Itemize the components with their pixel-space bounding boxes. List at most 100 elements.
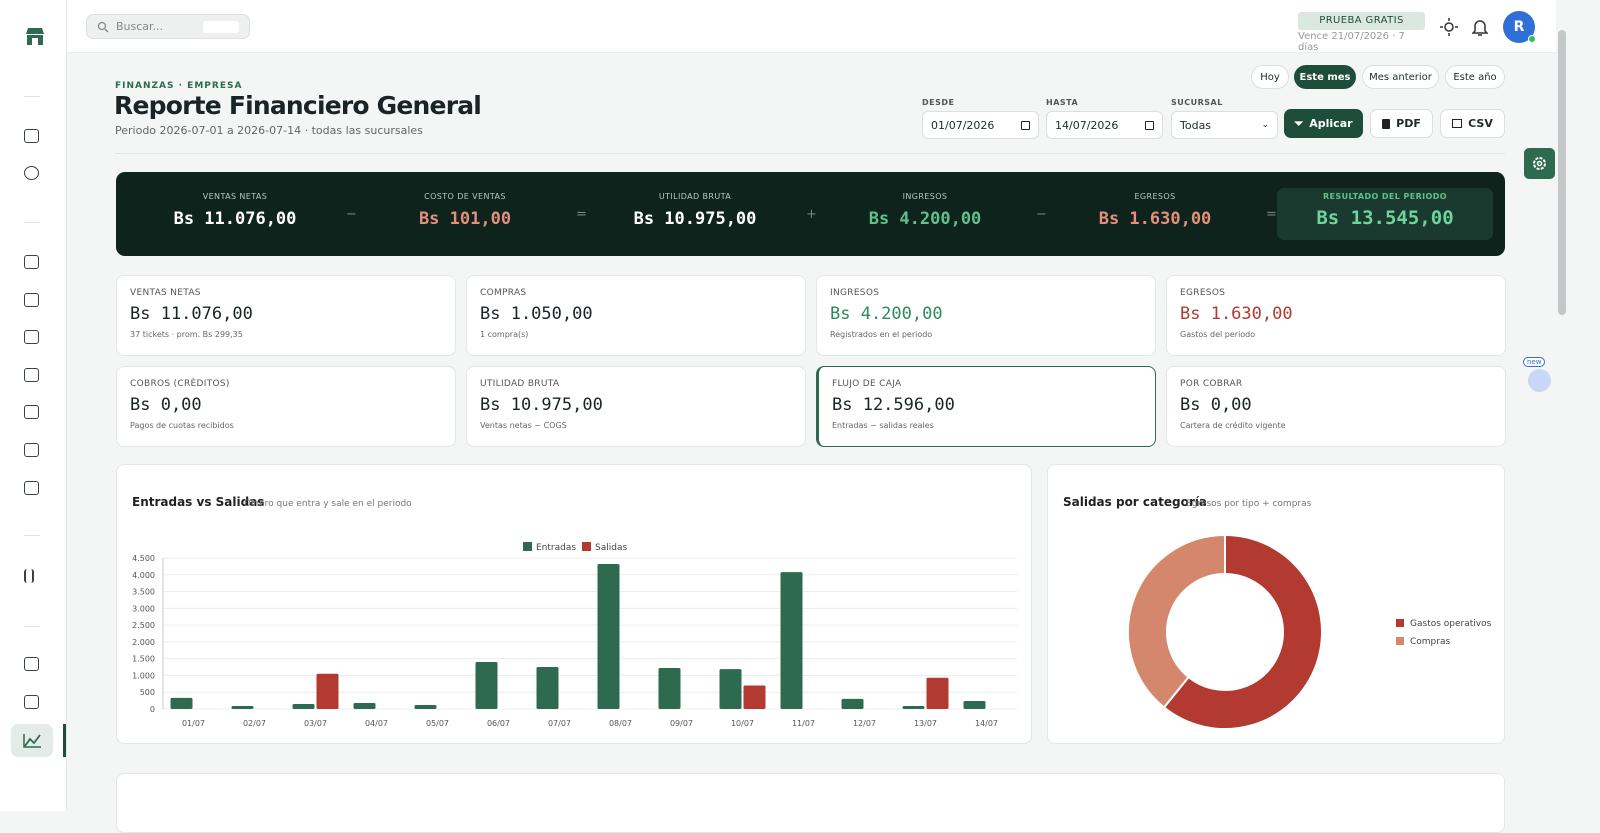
to-input[interactable]: 14/07/2026 [1046,111,1163,139]
kpi-note: 37 tickets · prom. Bs 299,35 [130,330,243,339]
summary-value: Bs 101,00 [418,209,512,229]
kpi-card: FLUJO DE CAJA Bs 12.596,00 Entradas − sali… [816,366,1156,447]
kpi-value: Bs 1.630,00 [1180,304,1293,324]
branch-label: SUCURSAL [1171,98,1223,107]
kpi-label: FLUJO DE CAJA [832,379,902,389]
bar [743,685,766,709]
y-tick-label: 4.000 [132,571,155,580]
legend-label: Salidas [595,543,627,553]
kpi-value: Bs 10.975,00 [480,395,603,415]
summary-value: Bs 11.076,00 [173,209,297,229]
branch-select[interactable]: Todas ⌄ [1171,111,1278,139]
bar-card: Entradas vs Salidas Dinero que entra y sa… [116,464,1032,744]
period-tab[interactable]: Mes anterior [1362,65,1439,89]
logo [26,28,44,45]
nav-icon[interactable] [24,657,39,671]
chart-title: Entradas vs Salidas [132,495,264,509]
bar [841,698,864,709]
nav-icon[interactable] [24,569,34,583]
nav-icon[interactable] [24,129,39,143]
from-label: DESDE [922,98,955,107]
summary-operator: = [576,207,587,222]
summary-label: EGRESOS [1134,192,1176,201]
nav-icon[interactable] [24,481,39,495]
summary-item: INGRESOS Bs 4.200,00 [810,172,1040,256]
csv-label: CSV [1468,117,1493,130]
bar [316,673,339,709]
legend-swatch [1396,619,1404,627]
nav-indicator [63,724,66,757]
page-title: Reporte Financiero General [114,91,482,120]
kpi-note: Gastos del periodo [1180,330,1256,339]
theme-toggle[interactable] [1440,18,1458,36]
legend-swatch [1396,637,1404,645]
summary-operator: − [1036,207,1047,222]
summary-label: COSTO DE VENTAS [424,192,506,201]
y-tick-label: 500 [140,688,155,697]
bar [353,702,376,709]
nav-icon[interactable] [24,443,39,457]
bar [963,700,986,709]
y-tick-label: 1.000 [132,671,155,680]
chart-subtitle: Dinero que entra y sale en el periodo [244,499,412,509]
x-tick-label: 02/07 [243,719,266,728]
trial-badge: PRUEBA GRATIS [1298,12,1425,30]
trial-expiry: Vence 21/07/2026 · 7 días [1298,31,1405,53]
summary-label: UTILIDAD BRUTA [658,192,732,201]
summary-label: RESULTADO DEL PERIODO [1322,192,1447,201]
summary-item: RESULTADO DEL PERIODO Bs 13.545,00 [1277,188,1493,240]
sidebar [0,0,67,811]
kpi-value: Bs 0,00 [130,395,202,415]
period-tab[interactable]: Este mes [1294,65,1356,89]
nav-icon[interactable] [24,368,39,382]
nav-icon[interactable] [24,255,39,269]
from-input[interactable]: 01/07/2026 [922,111,1039,139]
scrollbar[interactable] [1558,30,1566,315]
kpi-label: VENTAS NETAS [130,288,201,298]
legend-swatch [582,542,591,551]
topbar: Buscar... PRUEBA GRATIS Vence 21/07/2026… [67,0,1556,53]
x-tick-label: 06/07 [487,719,510,728]
summary-item: EGRESOS Bs 1.630,00 [1040,172,1270,256]
nav-icon[interactable] [24,330,39,344]
nav-icon[interactable] [24,695,39,709]
search[interactable]: Buscar... [86,14,250,39]
to-value: 14/07/2026 [1055,118,1119,132]
csv-button[interactable]: CSV [1440,109,1505,138]
pdf-button[interactable]: PDF [1370,109,1433,138]
bar [536,667,559,709]
x-tick-label: 01/07 [182,719,205,728]
period-tab[interactable]: Hoy [1251,65,1289,89]
notifications[interactable] [1472,18,1488,36]
x-tick-label: 04/07 [365,719,388,728]
legend-label: Entradas [536,543,576,553]
status-dot [1528,35,1536,43]
bar [902,705,925,709]
kpi-note: Pagos de cuotas recibidos [130,421,234,430]
bar [231,705,254,709]
nav-active[interactable] [11,724,53,757]
kpi-card: INGRESOS Bs 4.200,00 Registrados en el per… [816,275,1156,356]
new-badge: new [1523,357,1546,367]
bar [597,564,620,709]
kpi-value: Bs 1.050,00 [480,304,593,324]
kpi-note: Cartera de crédito vigente [1180,421,1286,430]
translate-button[interactable] [1528,369,1551,392]
period-tab[interactable]: Este año [1445,65,1505,89]
summary-value: Bs 4.200,00 [868,209,982,229]
bar [292,703,315,709]
nav-icon[interactable] [24,405,39,419]
settings-button[interactable] [1524,148,1555,179]
bar [414,704,437,709]
nav-icon[interactable] [24,293,39,307]
bar [170,697,193,709]
apply-button[interactable]: ⏷ Aplicar [1284,109,1363,138]
x-tick-label: 07/07 [548,719,571,728]
kpi-note: Registrados en el periodo [830,330,933,339]
bar [780,572,803,709]
kpi-card: COMPRAS Bs 1.050,00 1 compra(s) [466,275,806,356]
pie-card: Salidas por categoría Egresos por tipo + … [1047,464,1505,744]
nav-icon[interactable] [24,166,39,180]
